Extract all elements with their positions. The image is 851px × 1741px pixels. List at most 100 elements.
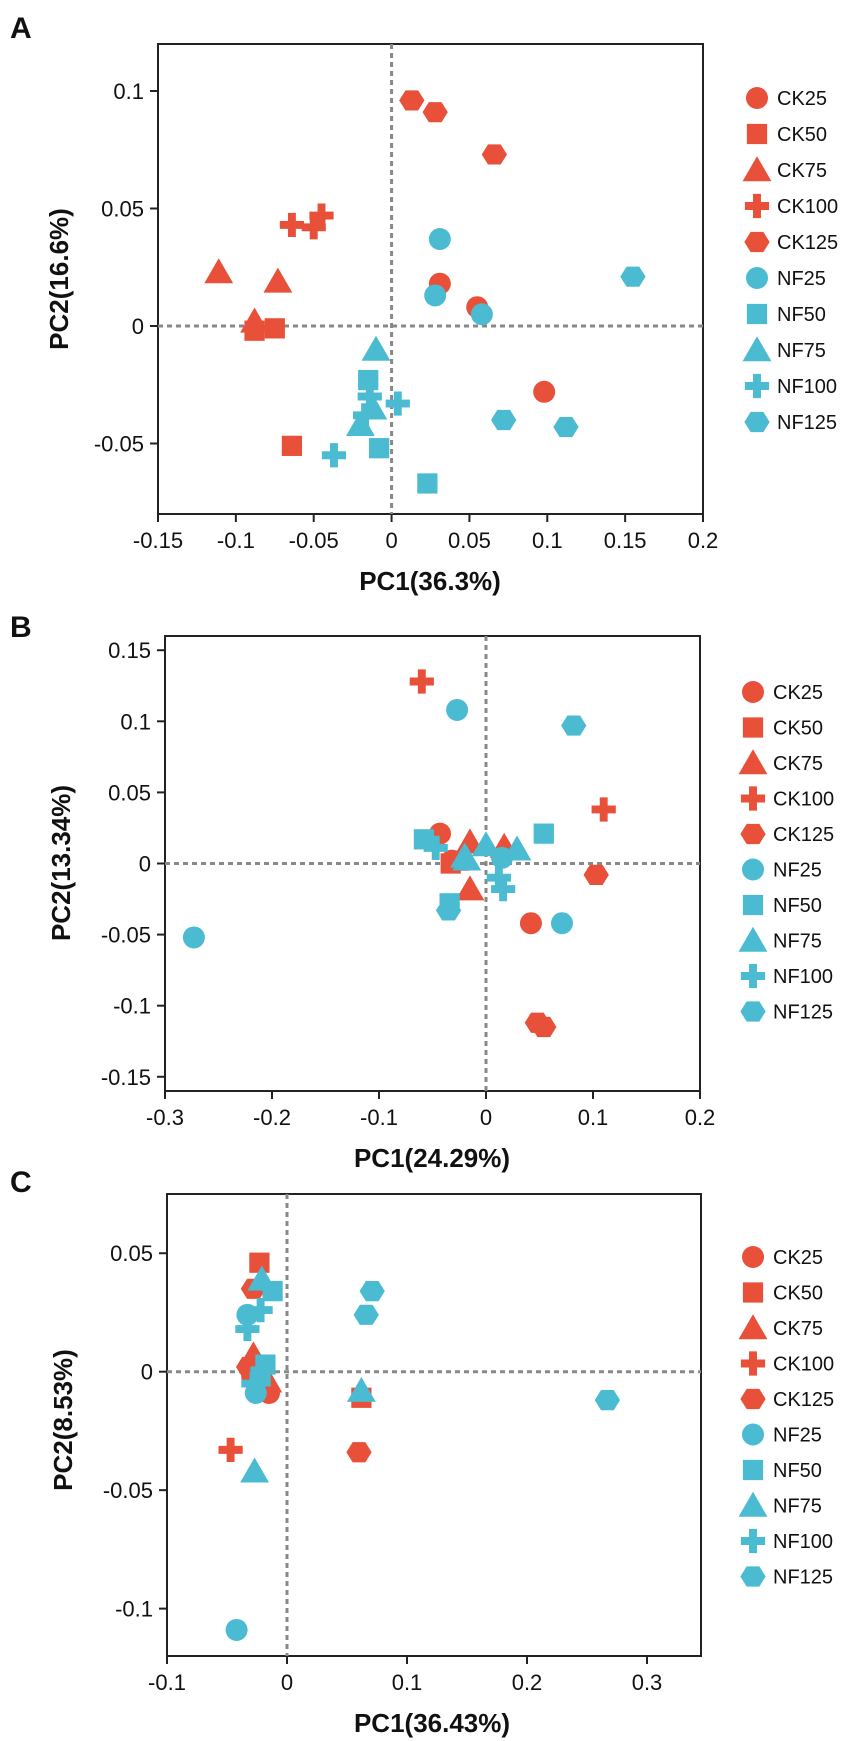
point-ck100 — [591, 797, 616, 822]
point-nf100 — [241, 1371, 266, 1396]
point-ck100 — [218, 1437, 243, 1462]
legend-item-ck75: CK75 — [738, 749, 823, 775]
legend-label: CK100 — [777, 196, 838, 218]
point-nf50 — [533, 823, 554, 844]
legend-label: CK50 — [773, 1283, 823, 1305]
legend-item-nf75: NF75 — [742, 336, 826, 362]
x-tick-label: 0 — [281, 1670, 293, 1695]
legend-marker-triangle — [738, 926, 768, 952]
data-markers — [182, 669, 616, 1038]
zero-reference-lines — [165, 636, 700, 1091]
legend-item-ck100: CK100 — [740, 786, 834, 811]
panel-c: C -0.1 0 0.1 0.2 0.3 -0.1 -0.05 0 0.05 PC1(36.4… — [10, 1166, 834, 1738]
x-tick-label: 0.2 — [512, 1670, 543, 1695]
legend-label: NF100 — [773, 966, 833, 988]
legend-label: CK25 — [773, 682, 823, 704]
x-tick-label: -0.1 — [360, 1105, 398, 1130]
legend-label: CK125 — [773, 824, 834, 846]
y-tick-label: 0.1 — [120, 709, 151, 734]
y-tick-label: 0 — [139, 852, 151, 877]
panel-a: A -0.15 -0.1 -0.05 0 0.05 0.1 0.15 0.2 -0.05 0 0.… — [10, 12, 838, 596]
point-nf100 — [353, 403, 378, 428]
x-tick-label: -0.3 — [146, 1105, 184, 1130]
point-ck100 — [409, 669, 434, 694]
point-nf125 — [561, 715, 587, 736]
y-tick-label: -0.05 — [94, 432, 144, 457]
legend-label: NF75 — [773, 931, 822, 953]
point-nf125 — [620, 266, 646, 287]
point-ck75 — [455, 875, 485, 901]
y-axis-ticks: -0.15 -0.1 -0.05 0 0.05 0.1 0.15 — [101, 638, 165, 1090]
legend-marker-cross — [740, 1528, 766, 1554]
legend-label: NF75 — [777, 340, 826, 362]
point-nf25 — [225, 1618, 248, 1641]
point-nf100 — [385, 391, 410, 416]
point-nf75 — [471, 831, 501, 857]
point-ck75 — [204, 258, 234, 284]
x-axis-title: PC1(36.3%) — [359, 566, 501, 596]
data-markers — [218, 1252, 621, 1641]
x-tick-label: -0.15 — [133, 528, 183, 553]
legend-item-nf75: NF75 — [738, 1491, 822, 1518]
legend-item-nf75: NF75 — [738, 926, 822, 953]
point-nf75 — [240, 1457, 270, 1483]
legend-item-ck125: CK125 — [740, 1388, 834, 1411]
point-nf100 — [357, 384, 382, 409]
legend-item-ck25: CK25 — [742, 1246, 823, 1269]
legend-item-ck25: CK25 — [746, 87, 827, 110]
legend-marker-cross — [744, 373, 770, 399]
y-tick-label: -0.1 — [113, 994, 151, 1019]
legend-label: NF100 — [773, 1531, 833, 1553]
legend-marker-circle — [742, 858, 764, 881]
legend-item-ck125: CK125 — [740, 823, 834, 846]
point-nf75 — [361, 335, 391, 361]
y-tick-label: 0 — [141, 1360, 153, 1385]
legend-item-nf50: NF50 — [742, 1459, 822, 1482]
legend-label: CK75 — [773, 753, 823, 775]
legend-label: CK50 — [773, 718, 823, 740]
point-nf50 — [368, 438, 390, 459]
point-ck25 — [519, 912, 542, 935]
legend-label: NF100 — [777, 376, 837, 398]
panel-letter-c: C — [10, 1166, 32, 1199]
point-nf75 — [502, 835, 532, 861]
y-axis-title: PC2(16.6%) — [44, 208, 74, 350]
legend-label: CK75 — [777, 160, 827, 182]
x-tick-label: 0.2 — [688, 528, 719, 553]
point-ck125 — [583, 864, 609, 885]
zero-reference-lines — [167, 1194, 701, 1656]
x-axis-title: PC1(24.29%) — [354, 1143, 510, 1173]
point-ck50 — [281, 435, 303, 456]
y-tick-label: 0.05 — [101, 197, 144, 222]
legend-marker-triangle — [738, 749, 768, 775]
point-ck100 — [301, 215, 326, 240]
point-nf75 — [345, 410, 375, 436]
legend-item-ck75: CK75 — [738, 1314, 823, 1340]
legend-marker-circle — [746, 87, 768, 109]
x-tick-label: 0 — [480, 1105, 492, 1130]
point-nf100 — [248, 1297, 273, 1323]
legend-item-nf25: NF25 — [742, 1423, 822, 1447]
point-nf125 — [491, 409, 517, 431]
point-ck50 — [264, 318, 285, 339]
x-tick-label: 0.05 — [448, 528, 491, 553]
legend-marker-circle — [742, 1246, 764, 1268]
point-nf25 — [182, 926, 205, 949]
legend-label: NF25 — [773, 1425, 822, 1447]
legend-marker-hexagon — [744, 231, 770, 253]
x-axis-ticks: -0.3 -0.2 -0.1 0 0.1 0.2 — [146, 1091, 715, 1130]
point-ck125 — [399, 90, 425, 111]
legend-item-nf100: NF100 — [740, 1528, 833, 1554]
point-nf125 — [353, 1304, 379, 1325]
x-tick-label: 0.15 — [604, 528, 647, 553]
legend-marker-triangle — [738, 1491, 768, 1517]
x-tick-label: 0.2 — [685, 1105, 716, 1130]
point-nf75 — [452, 845, 482, 871]
legend-item-ck50: CK50 — [742, 717, 823, 740]
point-nf75 — [346, 1376, 376, 1402]
legend: CK25 CK50 CK75 CK100 CK125 NF25 NF50 NF75 NF100 N… — [738, 1246, 834, 1589]
y-axis-ticks: -0.05 0 0.05 0.1 — [94, 79, 158, 457]
y-tick-label: 0.15 — [108, 638, 151, 663]
legend-item-ck100: CK100 — [740, 1351, 834, 1376]
x-tick-label: -0.1 — [148, 1670, 186, 1695]
